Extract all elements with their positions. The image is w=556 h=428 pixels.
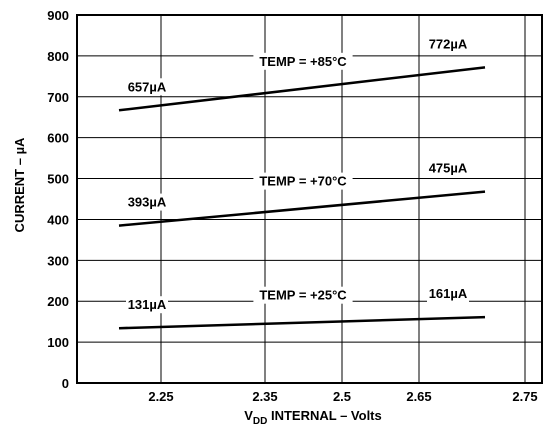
series-name-label: TEMP = +85°C bbox=[259, 54, 347, 69]
x-axis-title-sub: DD bbox=[253, 416, 267, 427]
series-end-label: 161µA bbox=[429, 286, 468, 301]
y-tick-label: 400 bbox=[47, 212, 69, 227]
x-tick-label: 2.25 bbox=[148, 389, 173, 404]
series-end-label-bg bbox=[427, 35, 469, 53]
y-tick-label: 0 bbox=[62, 376, 69, 391]
x-axis-title-rest: INTERNAL – Volts bbox=[267, 408, 381, 423]
ticks-layer: 0 100 200 300 400 500 600 700 800 900 2.25 2.35 2.5 2… bbox=[47, 8, 537, 404]
plot-frame bbox=[76, 14, 543, 384]
x-axis-title-v: V bbox=[244, 408, 253, 423]
series-end-label-bg bbox=[427, 285, 469, 303]
series-start-label-bg bbox=[126, 193, 168, 211]
series-start-label: 131µA bbox=[128, 297, 167, 312]
series-start-label: 657µA bbox=[128, 79, 167, 94]
series-line bbox=[118, 190, 486, 227]
y-tick-label: 800 bbox=[47, 49, 69, 64]
x-tick-label: 2.5 bbox=[333, 389, 351, 404]
y-tick-label: 300 bbox=[47, 253, 69, 268]
series-layer bbox=[118, 66, 486, 330]
x-tick-label: 2.65 bbox=[406, 389, 431, 404]
x-axis-title: VDD INTERNAL – Volts bbox=[244, 408, 382, 427]
y-tick-label: 600 bbox=[47, 131, 69, 146]
series-end-label-bg bbox=[427, 159, 469, 177]
series-name-label: TEMP = +70°C bbox=[259, 174, 347, 189]
y-tick-label: 900 bbox=[47, 8, 69, 23]
y-tick-label: 200 bbox=[47, 294, 69, 309]
series-end-label: 475µA bbox=[429, 161, 468, 176]
labels-layer: TEMP = +85°C 657µA 772µA TEMP = +70°C 393µA 4… bbox=[126, 35, 469, 314]
series-name-label-bg bbox=[253, 172, 353, 190]
y-axis-title: CURRENT – µA bbox=[12, 137, 27, 232]
series-name-label: TEMP = +25°C bbox=[259, 288, 347, 303]
series-start-label: 393µA bbox=[128, 195, 167, 210]
series-line bbox=[118, 66, 486, 112]
y-tick-label: 700 bbox=[47, 90, 69, 105]
series-start-label-bg bbox=[126, 78, 168, 96]
series-name-label-bg bbox=[253, 52, 353, 70]
y-tick-label: 500 bbox=[47, 172, 69, 187]
series-line bbox=[118, 315, 486, 330]
series-name-label-bg bbox=[253, 286, 353, 304]
x-tick-label: 2.35 bbox=[252, 389, 277, 404]
y-tick-label: 100 bbox=[47, 335, 69, 350]
series-start-label-bg bbox=[126, 296, 168, 314]
series-end-label: 772µA bbox=[429, 36, 468, 51]
x-tick-label: 2.75 bbox=[512, 389, 537, 404]
